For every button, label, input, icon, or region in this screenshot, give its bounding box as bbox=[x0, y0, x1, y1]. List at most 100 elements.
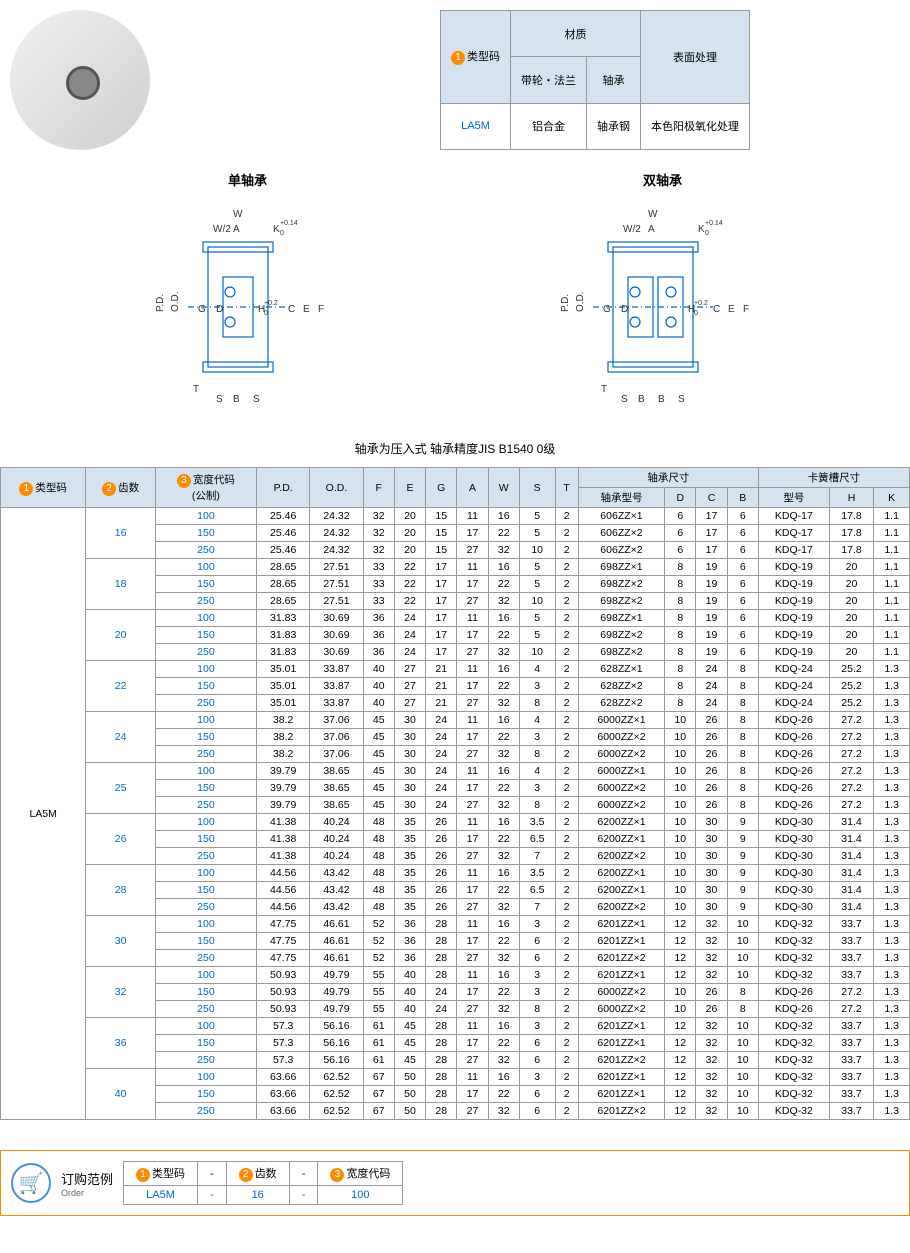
data-cell: 50.93 bbox=[257, 1001, 310, 1018]
data-cell: 6000ZZ×2 bbox=[578, 729, 664, 746]
data-cell: 39.79 bbox=[257, 797, 310, 814]
teeth-cell: 30 bbox=[86, 916, 155, 967]
data-cell: 4 bbox=[519, 661, 555, 678]
width-cell: 150 bbox=[155, 831, 256, 848]
data-cell: 31.4 bbox=[829, 848, 873, 865]
data-cell: 6 bbox=[519, 1086, 555, 1103]
data-cell: 11 bbox=[457, 1069, 488, 1086]
data-cell: 24 bbox=[394, 627, 425, 644]
data-cell: 3.5 bbox=[519, 814, 555, 831]
data-cell: 2 bbox=[555, 797, 578, 814]
data-cell: 17.8 bbox=[829, 525, 873, 542]
data-cell: 27.2 bbox=[829, 780, 873, 797]
data-cell: 30 bbox=[696, 814, 727, 831]
svg-text:C: C bbox=[713, 304, 720, 315]
width-cell: 250 bbox=[155, 950, 256, 967]
data-cell: 24 bbox=[394, 644, 425, 661]
data-cell: 1.3 bbox=[874, 899, 910, 916]
width-cell: 150 bbox=[155, 984, 256, 1001]
data-cell: 33.7 bbox=[829, 933, 873, 950]
data-cell: 6.5 bbox=[519, 882, 555, 899]
data-cell: 2 bbox=[555, 576, 578, 593]
order-label: 订购范例 Order bbox=[61, 1169, 113, 1198]
svg-text:O.D.: O.D. bbox=[170, 291, 181, 312]
data-cell: 6000ZZ×2 bbox=[578, 746, 664, 763]
data-cell: 20 bbox=[829, 559, 873, 576]
data-cell: 19 bbox=[696, 610, 727, 627]
data-cell: 15 bbox=[426, 525, 457, 542]
svg-text:T: T bbox=[601, 384, 607, 395]
svg-text:W/2: W/2 bbox=[213, 224, 231, 235]
data-cell: 11 bbox=[457, 661, 488, 678]
width-cell: 150 bbox=[155, 525, 256, 542]
data-cell: 17 bbox=[457, 1086, 488, 1103]
data-cell: 1.3 bbox=[874, 763, 910, 780]
data-cell: 20 bbox=[829, 610, 873, 627]
data-cell: 27 bbox=[394, 661, 425, 678]
data-cell: 12 bbox=[665, 1086, 696, 1103]
data-cell: 63.66 bbox=[257, 1086, 310, 1103]
data-cell: 35.01 bbox=[257, 661, 310, 678]
width-cell: 250 bbox=[155, 1001, 256, 1018]
data-cell: 12 bbox=[665, 1035, 696, 1052]
width-cell: 100 bbox=[155, 1069, 256, 1086]
svg-text:S: S bbox=[621, 394, 628, 405]
svg-text:+0.2: +0.2 bbox=[694, 300, 708, 307]
data-cell: 17 bbox=[426, 644, 457, 661]
data-cell: 28 bbox=[426, 933, 457, 950]
width-cell: 100 bbox=[155, 559, 256, 576]
data-cell: 1.3 bbox=[874, 916, 910, 933]
data-cell: 6201ZZ×2 bbox=[578, 950, 664, 967]
data-cell: 22 bbox=[488, 525, 519, 542]
data-cell: 6 bbox=[665, 508, 696, 525]
width-cell: 250 bbox=[155, 797, 256, 814]
data-cell: 16 bbox=[488, 1069, 519, 1086]
data-cell: 6000ZZ×1 bbox=[578, 763, 664, 780]
data-cell: 27 bbox=[457, 848, 488, 865]
data-cell: 6 bbox=[665, 542, 696, 559]
svg-text:W: W bbox=[648, 209, 658, 220]
data-cell: 2 bbox=[555, 882, 578, 899]
data-cell: 6201ZZ×1 bbox=[578, 967, 664, 984]
data-cell: 1.3 bbox=[874, 1018, 910, 1035]
data-cell: 43.42 bbox=[310, 882, 363, 899]
data-cell: 2 bbox=[555, 695, 578, 712]
svg-text:A: A bbox=[233, 224, 240, 235]
data-cell: 28 bbox=[426, 1086, 457, 1103]
data-cell: 8 bbox=[665, 559, 696, 576]
data-cell: 35 bbox=[394, 899, 425, 916]
svg-text:S: S bbox=[216, 394, 223, 405]
svg-text:+0.14: +0.14 bbox=[705, 220, 723, 227]
data-cell: 606ZZ×2 bbox=[578, 542, 664, 559]
svg-text:+0.14: +0.14 bbox=[280, 220, 298, 227]
data-cell: 2 bbox=[555, 967, 578, 984]
data-cell: 40.24 bbox=[310, 848, 363, 865]
data-cell: 2 bbox=[555, 593, 578, 610]
data-cell: 28.65 bbox=[257, 559, 310, 576]
data-cell: 33.7 bbox=[829, 1103, 873, 1120]
data-cell: 6 bbox=[519, 1103, 555, 1120]
data-cell: 20 bbox=[829, 644, 873, 661]
data-cell: 32 bbox=[696, 967, 727, 984]
data-cell: 32 bbox=[488, 542, 519, 559]
data-cell: 6 bbox=[665, 525, 696, 542]
data-cell: 32 bbox=[488, 1103, 519, 1120]
data-cell: 10 bbox=[727, 1103, 758, 1120]
data-cell: 8 bbox=[727, 763, 758, 780]
data-cell: 50 bbox=[394, 1069, 425, 1086]
data-cell: 1.3 bbox=[874, 1086, 910, 1103]
data-cell: 41.38 bbox=[257, 831, 310, 848]
data-cell: 43.42 bbox=[310, 899, 363, 916]
data-cell: 6 bbox=[727, 593, 758, 610]
data-cell: 27 bbox=[457, 1103, 488, 1120]
data-cell: 6200ZZ×1 bbox=[578, 814, 664, 831]
svg-text:B: B bbox=[233, 394, 240, 405]
diagram-single-title: 单轴承 bbox=[108, 170, 388, 189]
data-cell: 22 bbox=[488, 984, 519, 1001]
data-cell: 8 bbox=[727, 678, 758, 695]
data-cell: 2 bbox=[555, 899, 578, 916]
data-cell: 32 bbox=[488, 797, 519, 814]
diagram-note: 轴承为压入式 轴承精度JIS B1540 0级 bbox=[0, 440, 910, 457]
data-cell: 26 bbox=[426, 865, 457, 882]
data-cell: 67 bbox=[363, 1086, 394, 1103]
